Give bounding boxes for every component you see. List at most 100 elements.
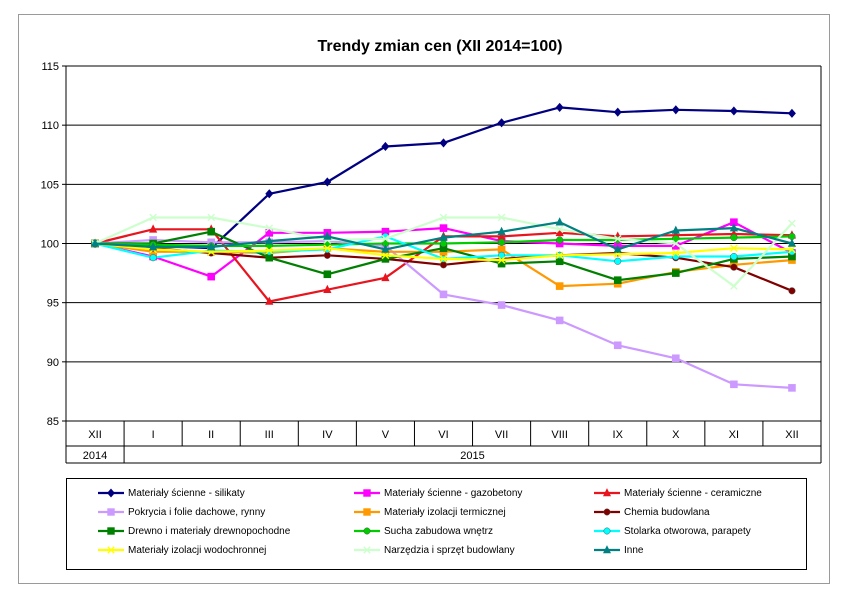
data-point — [788, 384, 796, 392]
data-point — [381, 141, 390, 152]
data-point — [497, 213, 506, 222]
data-point — [672, 249, 680, 257]
x-tick-label: V — [382, 429, 390, 441]
data-point — [672, 235, 680, 243]
data-point — [730, 263, 738, 271]
legend-swatch — [594, 527, 620, 535]
data-point — [556, 236, 564, 244]
data-point — [787, 108, 796, 118]
data-point — [323, 251, 331, 259]
data-point — [107, 488, 115, 498]
data-point — [497, 301, 506, 309]
year-label: 2014 — [83, 450, 107, 462]
data-point — [265, 189, 274, 199]
data-point — [555, 282, 564, 290]
data-point — [497, 226, 506, 235]
data-point — [107, 527, 115, 535]
legend-label: Inne — [624, 544, 644, 556]
series-10 — [91, 239, 796, 264]
data-point — [323, 177, 332, 187]
data-point — [207, 242, 216, 251]
y-tick-label: 95 — [47, 298, 59, 310]
data-point — [149, 254, 157, 262]
data-point — [439, 261, 448, 269]
data-point — [265, 236, 274, 245]
y-tick-label: 105 — [41, 179, 59, 191]
data-point — [613, 341, 622, 350]
y-tick-label: 90 — [47, 357, 59, 369]
legend-label: Narzędzia i sprzęt budowlany — [384, 544, 515, 556]
legend-label: Materiały ścienne - ceramiczne — [624, 487, 762, 499]
data-point — [363, 546, 371, 554]
legend-swatch — [354, 546, 380, 554]
data-point — [672, 252, 680, 261]
data-point — [788, 287, 796, 295]
x-tick-label: III — [265, 429, 274, 441]
data-point — [265, 296, 274, 305]
data-point — [672, 354, 680, 363]
data-point — [207, 227, 215, 236]
series-11 — [91, 213, 796, 290]
data-point — [265, 253, 274, 262]
data-point — [381, 251, 390, 260]
data-point — [90, 238, 100, 247]
data-point — [555, 225, 564, 234]
data-point — [555, 251, 564, 260]
data-point — [439, 255, 448, 263]
legend-item: Materiały ścienne - gazobetony — [353, 484, 522, 502]
data-point — [671, 225, 680, 234]
legend-swatch — [594, 545, 620, 554]
chart-frame — [18, 14, 830, 584]
legend-swatch — [98, 546, 124, 554]
data-point — [729, 223, 738, 232]
data-point — [602, 545, 612, 554]
data-point — [602, 488, 612, 497]
data-point — [439, 224, 448, 232]
data-point — [672, 239, 680, 248]
data-point — [613, 244, 622, 253]
legend-item: Materiały izolacji termicznej — [353, 503, 506, 521]
x-tick-label: X — [672, 429, 680, 441]
data-point — [672, 269, 680, 277]
data-point — [729, 106, 738, 116]
data-point — [730, 282, 738, 290]
data-point — [788, 219, 796, 228]
data-point — [265, 246, 274, 255]
data-point — [381, 234, 390, 243]
data-point — [439, 232, 448, 241]
legend-label: Sucha zabudowa wnętrz — [384, 525, 493, 537]
legend: Materiały ścienne - silikaty Materiały śc… — [66, 478, 807, 570]
y-tick-label: 115 — [41, 61, 59, 73]
x-tick-label: XII — [785, 429, 798, 441]
legend-label: Materiały ścienne - silikaty — [128, 487, 245, 499]
year-label: 2015 — [460, 450, 484, 462]
x-tick-label: IV — [322, 429, 333, 441]
legend-label: Pokrycia i folie dachowe, rynny — [128, 506, 266, 518]
x-tick-label: II — [208, 429, 214, 441]
x-tick-label: IX — [613, 429, 624, 441]
data-point — [613, 107, 622, 117]
data-point — [323, 270, 332, 279]
data-point — [381, 244, 390, 253]
legend-item: Narzędzia i sprzęt budowlany — [353, 541, 515, 559]
x-tick-label: VI — [438, 429, 448, 441]
legend-label: Materiały ścienne - gazobetony — [384, 487, 523, 499]
data-point — [788, 245, 796, 254]
data-point — [363, 508, 371, 516]
legend-swatch — [354, 508, 380, 516]
data-point — [107, 508, 115, 516]
legend-item: Pokrycia i folie dachowe, rynny — [97, 503, 265, 521]
data-point — [555, 257, 564, 266]
x-tick-label: I — [152, 429, 155, 441]
data-point — [439, 138, 448, 148]
data-point — [207, 213, 215, 222]
legend-item: Materiały ścienne - ceramiczne — [593, 484, 762, 502]
data-point — [381, 255, 390, 263]
data-point — [730, 234, 738, 242]
data-point — [265, 229, 274, 237]
data-point — [323, 244, 332, 253]
data-point — [149, 213, 157, 222]
data-point — [730, 244, 738, 253]
